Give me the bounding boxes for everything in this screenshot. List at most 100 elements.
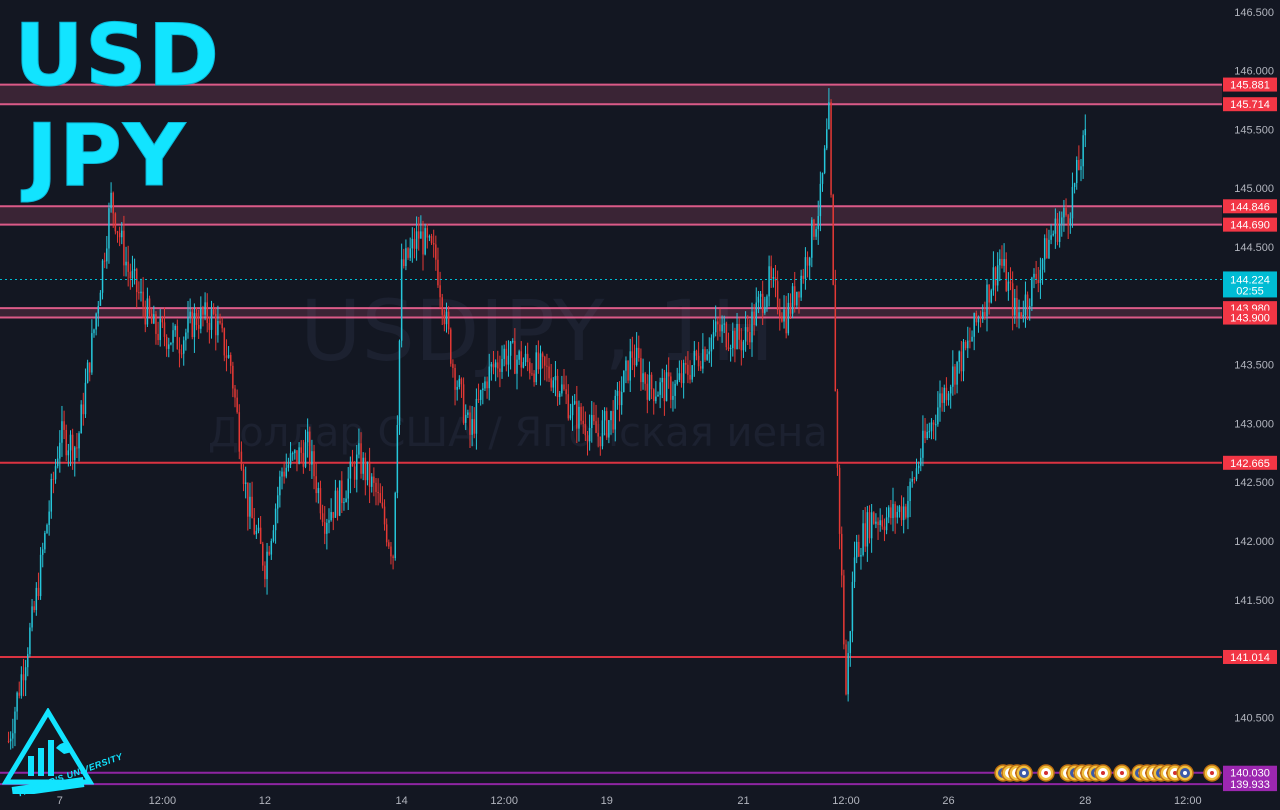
- candle-body: [18, 692, 20, 696]
- candle-body: [646, 383, 649, 400]
- candle-body: [125, 261, 127, 266]
- y-tick-label: 145.500: [1234, 124, 1274, 136]
- candle-body: [452, 363, 454, 368]
- candle-body: [1084, 128, 1087, 136]
- time-axis[interactable]: 7 12:00 12 14 12:00 19 21 12:00 26 28 12:00: [57, 795, 1202, 807]
- candle-body: [576, 401, 578, 429]
- y-tick-label: 140.500: [1234, 712, 1274, 724]
- candle-body: [960, 351, 963, 372]
- candle-body: [1009, 281, 1012, 284]
- candle-body: [46, 525, 48, 534]
- candle-body: [445, 311, 448, 325]
- candle-body: [601, 420, 604, 447]
- price-tags: 145.881145.714144.846144.690143.980143.9…: [1223, 77, 1277, 792]
- candle-body: [138, 292, 140, 294]
- event-flag-icon: [1120, 771, 1124, 775]
- candle-body: [189, 311, 191, 317]
- candle-body: [996, 265, 999, 286]
- candle-body: [155, 314, 157, 334]
- candle-body: [652, 389, 655, 402]
- candle-body: [334, 490, 337, 518]
- candle-body: [569, 415, 572, 419]
- candle-body: [336, 490, 339, 516]
- candle-body: [595, 421, 597, 433]
- candle-body: [586, 435, 589, 442]
- candle-body: [892, 504, 894, 519]
- candle-body: [887, 507, 890, 518]
- candle-body: [875, 521, 877, 524]
- candle-body: [879, 520, 881, 526]
- candle-body: [1073, 183, 1076, 187]
- price-tag: [1223, 217, 1277, 232]
- candle-body: [858, 541, 860, 557]
- candle-body: [868, 512, 871, 539]
- candle-body: [798, 291, 800, 298]
- candle-body: [304, 442, 307, 467]
- candle-body: [247, 482, 249, 517]
- price-axis[interactable]: 140.500141.000141.500142.000142.500143.0…: [1234, 7, 1274, 725]
- candle-body: [435, 244, 437, 260]
- candle-body: [345, 498, 347, 503]
- candle-body: [411, 238, 414, 249]
- candle-body: [112, 192, 114, 214]
- candle-body: [885, 517, 888, 531]
- candle-body: [1041, 259, 1044, 270]
- candle-body: [744, 327, 747, 342]
- candle-body: [582, 420, 584, 424]
- candle-body: [61, 421, 63, 443]
- candle-body: [821, 172, 824, 184]
- candle-body: [640, 358, 642, 383]
- candle-body: [197, 324, 200, 329]
- candle-body: [464, 414, 467, 423]
- candle-body: [806, 257, 809, 266]
- candle-body: [232, 365, 234, 389]
- candle-body: [695, 350, 698, 356]
- candle-body: [697, 355, 700, 367]
- candle-body: [804, 257, 807, 279]
- candle-body: [106, 248, 108, 262]
- candle-body: [253, 518, 255, 535]
- candle-body: [772, 277, 775, 279]
- candle-body: [573, 401, 576, 404]
- candle-body: [849, 631, 852, 654]
- candle-body: [358, 443, 360, 455]
- price-tag-label: 142.665: [1230, 458, 1270, 470]
- candle-body: [638, 347, 640, 359]
- candle-body: [620, 391, 623, 406]
- candle-body: [144, 306, 147, 325]
- candle-body: [618, 390, 621, 406]
- candle-body: [405, 248, 407, 267]
- economic-events[interactable]: [994, 764, 1221, 782]
- candle-body: [702, 349, 704, 369]
- candle-body: [95, 313, 97, 330]
- candle-body: [364, 457, 367, 481]
- resistance-zone: [0, 206, 1222, 225]
- candle-body: [509, 341, 512, 356]
- price-tag: [1223, 199, 1277, 214]
- candle-body: [170, 342, 172, 345]
- candle-body: [283, 471, 285, 477]
- candle-body: [56, 458, 59, 467]
- candle-body: [93, 329, 95, 334]
- candle-body: [1069, 218, 1072, 226]
- candle-body: [725, 323, 728, 348]
- candle-body: [992, 267, 995, 291]
- candle-body: [552, 380, 555, 388]
- candle-body: [727, 347, 730, 349]
- candle-body: [642, 373, 644, 383]
- candle-body: [571, 403, 574, 416]
- candle-body: [1043, 238, 1046, 260]
- candle-body: [738, 323, 740, 340]
- candle-body: [546, 365, 548, 367]
- candle-body: [516, 359, 518, 374]
- candle-body: [1052, 233, 1054, 236]
- candle-body: [676, 379, 678, 384]
- candle-body: [388, 542, 390, 547]
- candle-body: [234, 388, 236, 398]
- candle-body: [943, 387, 946, 403]
- candle-body: [766, 296, 768, 308]
- candle-body: [1011, 283, 1014, 316]
- y-tick-label: 142.000: [1234, 536, 1274, 548]
- candle-body: [605, 411, 608, 438]
